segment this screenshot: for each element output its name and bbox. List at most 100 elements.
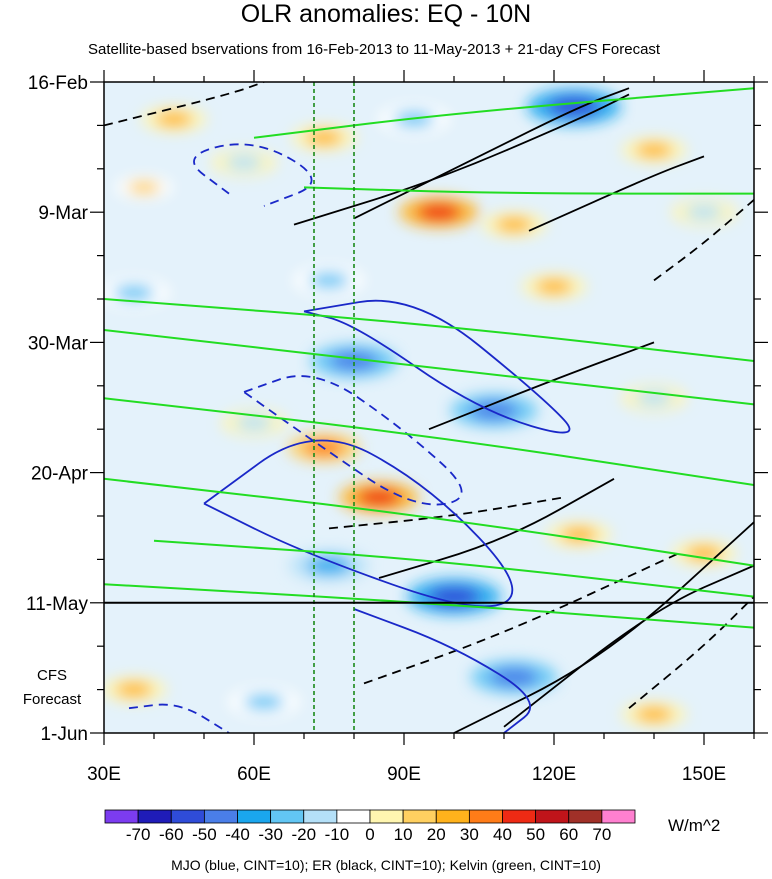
y-tick-label: 20-Apr — [31, 464, 89, 485]
colorbar-swatch — [435, 809, 470, 824]
anomaly-blob-core — [417, 203, 461, 221]
colorbar-label: 60 — [559, 825, 578, 844]
er-contour — [293, 93, 630, 226]
anomaly-blob-core — [155, 111, 193, 127]
colorbar-label: 50 — [526, 825, 545, 844]
cfs-label: CFS — [37, 667, 67, 684]
colorbar-swatch — [568, 809, 603, 824]
colorbar-units: W/m^2 — [668, 816, 721, 835]
kelvin-contour — [303, 186, 754, 195]
colorbar-label: 0 — [365, 825, 374, 844]
colorbar-swatch — [203, 809, 238, 824]
er-contour — [528, 155, 705, 232]
colorbar-swatch — [170, 809, 205, 824]
colorbar-label: 70 — [592, 825, 611, 844]
colorbar-label: -20 — [291, 825, 316, 844]
y-tick-label: 9-Mar — [38, 203, 88, 224]
anomaly-blob-core — [308, 272, 350, 289]
er-contour — [653, 199, 754, 282]
colorbar-label: 30 — [460, 825, 479, 844]
colorbar-swatch — [535, 809, 570, 824]
colorbar-swatch — [303, 809, 338, 824]
forecast-label: Forecast — [22, 691, 82, 708]
colorbar-label: 20 — [427, 825, 446, 844]
mjo-contour — [193, 143, 313, 207]
colorbar-label: -70 — [126, 825, 151, 844]
colorbar-label: -60 — [159, 825, 184, 844]
colorbar-swatch — [402, 809, 437, 824]
reference-lines — [313, 82, 355, 733]
colorbar-swatch — [137, 809, 172, 824]
x-tick-label: 150E — [682, 764, 726, 785]
kelvin-contour — [153, 539, 754, 598]
kelvin-contour — [104, 583, 754, 629]
anomaly-blob-core — [635, 142, 673, 158]
mjo-contour — [353, 608, 532, 733]
colorbar-swatch — [502, 809, 537, 824]
anomaly-blob-core — [685, 204, 723, 220]
anomaly-blob-core — [495, 217, 533, 232]
colorbar-swatch — [601, 809, 636, 824]
kelvin-contour — [104, 298, 754, 362]
x-axis: 30E 60E 90E 120E 150E — [87, 70, 755, 785]
kelvin-contour — [104, 477, 754, 567]
mjo-contour — [203, 439, 514, 608]
colorbar-swatch — [237, 809, 272, 824]
plot-frame — [103, 81, 755, 734]
wave-contours — [104, 82, 754, 733]
colorbar-label: 40 — [493, 825, 512, 844]
anomaly-blob-core — [635, 707, 673, 722]
kelvin-contour — [104, 329, 754, 406]
anomaly-blob-core — [113, 284, 155, 301]
anomaly-blob-core — [357, 488, 401, 507]
anomaly-blob-core — [548, 96, 600, 117]
er-contour — [353, 87, 630, 220]
y-tick-label: 11-May — [26, 594, 88, 615]
anomaly-blob-core — [225, 155, 263, 170]
er-contour — [104, 82, 265, 127]
x-tick-label: 90E — [387, 764, 421, 785]
anomaly-blob-core — [127, 180, 161, 195]
x-tick-label: 30E — [87, 764, 121, 785]
y-tick-label: 1-Jun — [40, 724, 88, 745]
colorbar-label: 10 — [394, 825, 413, 844]
colorbar-label: -30 — [258, 825, 283, 844]
er-contour — [378, 478, 615, 579]
kelvin-contour — [104, 397, 754, 486]
er-contour — [428, 341, 655, 431]
anomaly-blob-core — [115, 682, 153, 697]
y-tick-label: 16-Feb — [28, 73, 88, 94]
colorbar-swatch — [336, 809, 371, 824]
colorbar-swatch — [468, 809, 503, 824]
colorbar-swatch — [270, 809, 305, 824]
mjo-contour — [243, 375, 463, 506]
colorbar: -70 -60 -50 -40 -30 -20 -10 0 10 20 30 40 50 60 70 — [104, 809, 636, 844]
anomaly-blob-core — [305, 130, 343, 146]
colorbar-swatch — [369, 809, 404, 824]
er-contour — [363, 552, 680, 685]
anomaly-blob-core — [307, 556, 351, 575]
colorbar-label: -50 — [192, 825, 217, 844]
anomaly-blob-core — [428, 586, 480, 607]
colorbar-label: -10 — [325, 825, 350, 844]
y-tick-label: 30-Mar — [28, 333, 89, 354]
mjo-contour — [128, 703, 230, 733]
er-contour — [628, 595, 754, 709]
anomaly-blob-core — [235, 415, 273, 431]
plot-border — [103, 81, 755, 734]
colorbar-label: -40 — [225, 825, 250, 844]
chart-title: OLR anomalies: EQ - 10N — [240, 0, 532, 28]
kelvin-contour — [253, 87, 754, 139]
y-axis: 16-Feb 9-Mar 30-Mar 20-Apr 11-May 1-Jun — [26, 73, 768, 745]
er-contour — [503, 564, 754, 728]
anomaly-blob-core — [243, 693, 285, 711]
er-contour — [328, 496, 565, 530]
anomaly-blob-core — [535, 279, 573, 294]
colorbar-swatch — [104, 809, 139, 824]
x-tick-label: 120E — [532, 764, 576, 785]
anomaly-blob-core — [490, 667, 538, 687]
chart-subtitle: Satellite-based bservations from 16-Feb-… — [88, 41, 661, 58]
contour-legend-note: MJO (blue, CINT=10); ER (black, CINT=10)… — [171, 857, 601, 873]
x-tick-label: 60E — [237, 764, 271, 785]
